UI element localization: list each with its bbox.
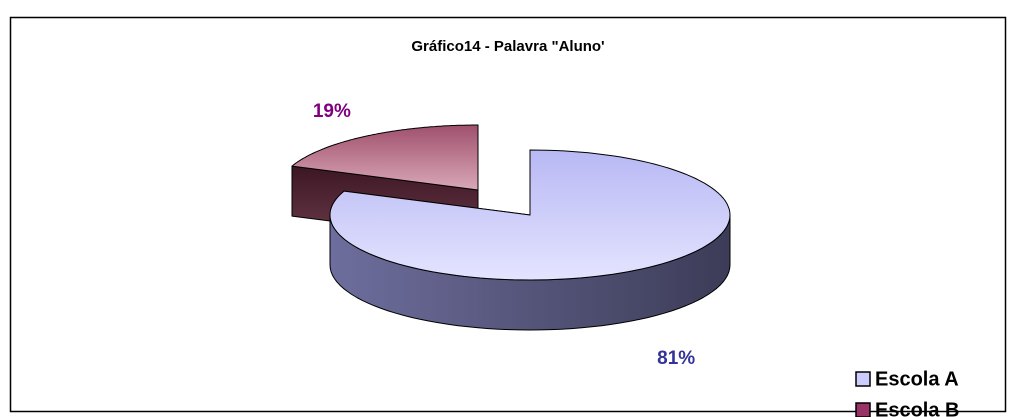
legend-label: Escola B bbox=[875, 399, 959, 417]
chart-title: Gráfico14 - Palavra "Aluno' bbox=[411, 38, 604, 55]
legend-swatch bbox=[855, 371, 871, 387]
data-label: 19% bbox=[313, 101, 351, 122]
data-label: 81% bbox=[657, 348, 695, 369]
legend-swatch bbox=[855, 402, 871, 417]
slice-top bbox=[329, 149, 731, 281]
slice-top bbox=[291, 124, 479, 191]
legend-label: Escola A bbox=[875, 368, 959, 390]
